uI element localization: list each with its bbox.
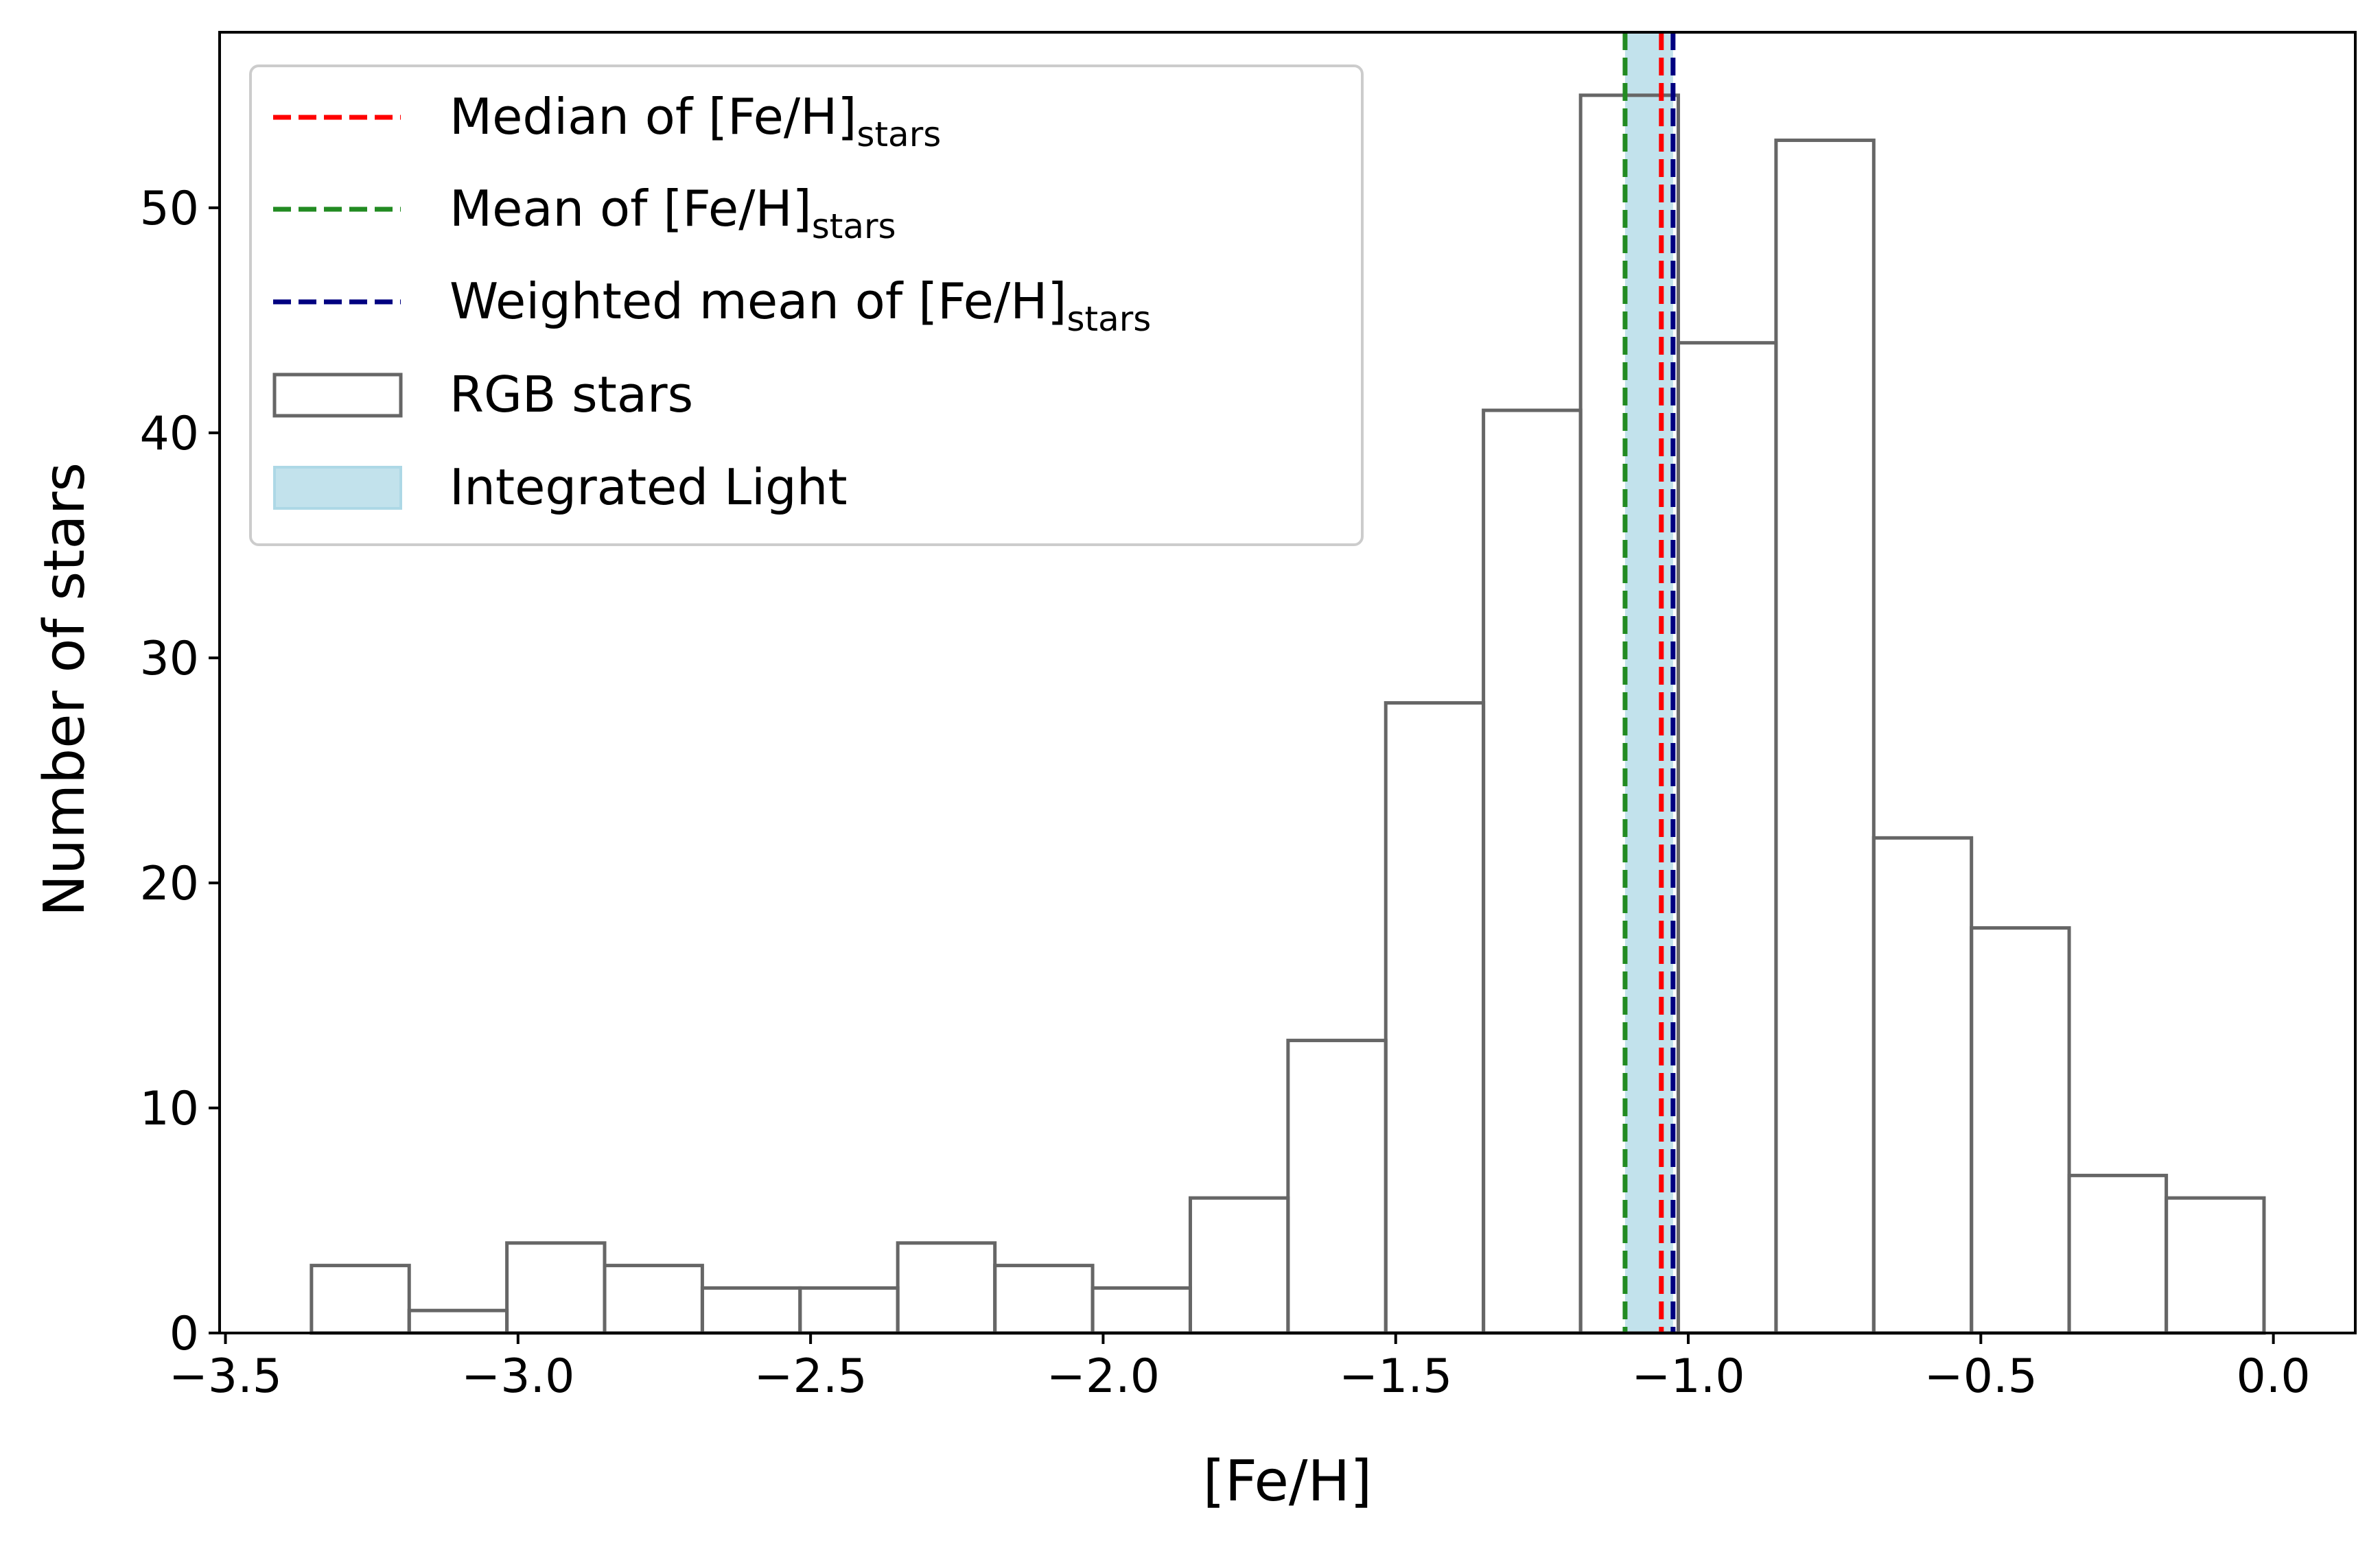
legend-entry-rgb: RGB stars <box>272 366 693 423</box>
integrated-light-band-layer <box>1624 32 1673 1333</box>
reference-lines <box>1622 32 1676 1333</box>
y-tick-label: 20 <box>139 857 199 911</box>
y-tick-label: 40 <box>139 407 199 461</box>
legend-swatch-il <box>273 466 402 510</box>
x-tick-label: −2.5 <box>754 1349 867 1404</box>
legend-subscript: stars <box>1066 299 1151 339</box>
legend-entry-il: Integrated Light <box>273 458 848 516</box>
legend-subscript: stars <box>856 115 941 154</box>
x-tick-label: −0.5 <box>1924 1349 2038 1404</box>
x-tick-label: −1.5 <box>1339 1349 1452 1404</box>
x-tick-label: −3.5 <box>169 1349 282 1404</box>
y-tick-label: 50 <box>139 182 199 236</box>
plot-frame <box>218 31 2357 1334</box>
legend-label-il: Integrated Light <box>450 458 848 516</box>
y-tick-label: 0 <box>170 1307 199 1361</box>
legend-entry-weighted: Weighted mean of [Fe/H]stars <box>273 272 1151 339</box>
y-axis-ticks: 0 10 20 30 40 50 <box>139 182 220 1361</box>
x-tick-label: −1.0 <box>1631 1349 1745 1404</box>
legend-subscript: stars <box>812 207 896 246</box>
x-axis-ticks: −3.5 −3.0 −2.5 −2.0 −1.5 −1.0 −0.5 0.0 <box>169 1333 2311 1404</box>
x-axis-label: [Fe/H] <box>1203 1449 1372 1514</box>
integrated-light-band <box>1624 32 1673 1333</box>
legend-label-weighted: Weighted mean of [Fe/H]stars <box>450 272 1151 339</box>
y-axis-label: Number of stars <box>32 462 97 917</box>
x-tick-label: 0.0 <box>2237 1349 2311 1404</box>
x-tick-label: −3.0 <box>461 1349 574 1404</box>
legend-label-rgb: RGB stars <box>450 366 693 423</box>
y-tick-label: 10 <box>139 1082 199 1136</box>
x-tick-label: −2.0 <box>1047 1349 1160 1404</box>
y-tick-label: 30 <box>139 632 199 686</box>
legend-swatch-rgb <box>272 373 403 418</box>
legend-frame <box>249 64 1364 546</box>
